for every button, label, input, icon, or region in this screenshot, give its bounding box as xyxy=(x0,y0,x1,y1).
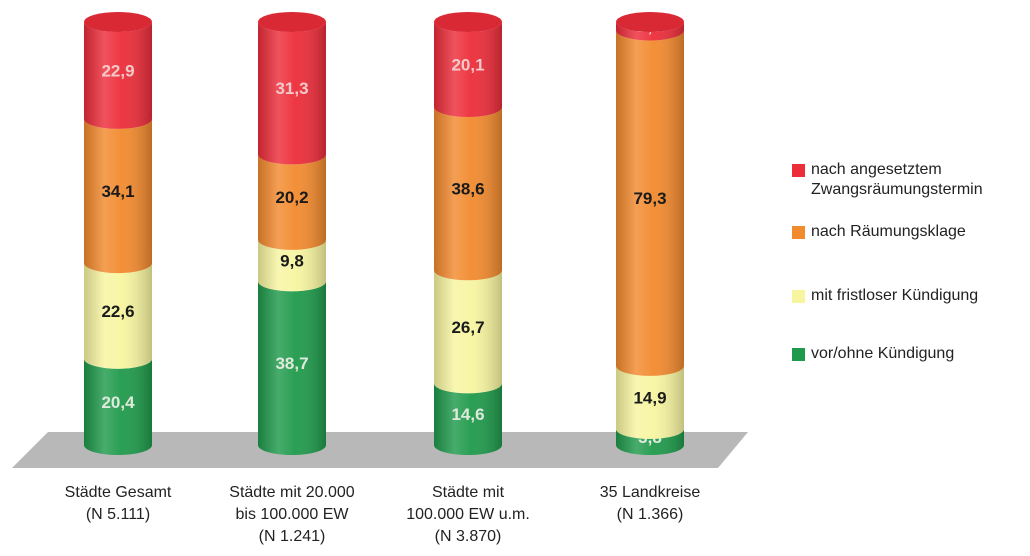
data-label: 20,2 xyxy=(275,188,308,207)
bar-segment-shade xyxy=(258,239,326,292)
bar-segment-shade xyxy=(616,365,684,439)
bar-group: 38,7 9,8 20,2 31,3 xyxy=(258,12,326,455)
legend-swatch xyxy=(792,290,805,303)
bar-group: 3,814,979,32,0 xyxy=(616,12,684,455)
bar-segment-shade xyxy=(434,107,502,281)
legend-label: vor/ohne Kündigung xyxy=(811,345,955,362)
legend-item: nach Räumungsklage xyxy=(792,222,966,242)
bar-top-cap xyxy=(434,12,502,32)
bar-segment-shade xyxy=(84,263,152,369)
chart-floor xyxy=(12,432,748,468)
category-label: Städte mit 20.000 bis 100.000 EW (N 1.24… xyxy=(229,484,355,545)
legend-label: nach Räumungsklage xyxy=(811,223,966,240)
legend-item: nach angesetztem Zwangsräumungstermin xyxy=(792,160,983,200)
data-label: 31,3 xyxy=(275,79,308,98)
bar-top-cap xyxy=(616,12,684,32)
bar-segment-shade xyxy=(258,154,326,250)
data-label: 20,1 xyxy=(451,56,484,75)
bar-segment-shade xyxy=(258,281,326,455)
bars-layer: 20,4 22,6 34,1 22,9 38,7 9,8 20,2 31,3 14,6 26,7 3… xyxy=(84,12,684,455)
bar-top-cap xyxy=(258,12,326,32)
data-label: 20,4 xyxy=(101,393,135,412)
data-label: 79,3 xyxy=(633,189,666,208)
data-label: 14,9 xyxy=(633,388,666,407)
bar-segment-shade xyxy=(434,383,502,455)
data-label: 22,9 xyxy=(101,61,134,80)
legend-item: mit fristloser Kündigung xyxy=(792,286,978,306)
category-label: Städte Gesamt (N 5.111) xyxy=(64,484,172,523)
legend-item: vor/ohne Kündigung xyxy=(792,344,954,364)
bar-segment-shade xyxy=(616,428,684,455)
bar-segment-shade xyxy=(84,22,152,129)
legend-label: mit fristloser Kündigung xyxy=(811,287,979,304)
data-label: 14,6 xyxy=(451,405,484,424)
data-label: 34,1 xyxy=(101,182,134,201)
bar-segment-shade xyxy=(84,358,152,455)
bar-segment-shade xyxy=(616,30,684,376)
category-label: Städte mit 100.000 EW u.m. (N 3.870) xyxy=(406,484,530,545)
data-label: 38,7 xyxy=(275,354,308,373)
data-label: 9,8 xyxy=(280,252,304,271)
bar-segment-shade xyxy=(258,22,326,165)
data-label: 22,6 xyxy=(101,302,134,321)
data-label: 26,7 xyxy=(451,318,484,337)
bar-group: 20,4 22,6 34,1 22,9 xyxy=(84,12,152,455)
bar-segment-shade xyxy=(84,118,152,274)
data-label: 38,6 xyxy=(451,180,484,199)
legend-label: nach angesetztem Zwangsräumungstermin xyxy=(811,161,983,198)
legend-swatch xyxy=(792,164,805,177)
bar-top-cap xyxy=(84,12,152,32)
bar-segment-shade xyxy=(616,22,684,41)
legend-swatch xyxy=(792,348,805,361)
category-label: 35 Landkreise (N 1.366) xyxy=(599,484,701,523)
bar-group: 14,6 26,7 38,6 20,1 xyxy=(434,12,502,455)
legend-swatch xyxy=(792,226,805,239)
bar-segment-shade xyxy=(434,22,502,118)
bar-segment-shade xyxy=(434,270,502,394)
